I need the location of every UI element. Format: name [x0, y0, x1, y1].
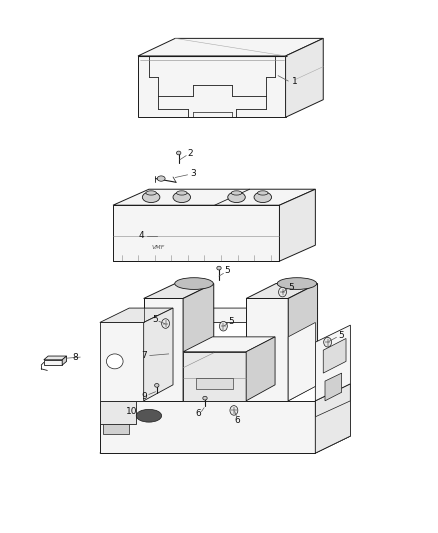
- Polygon shape: [144, 284, 214, 298]
- Polygon shape: [315, 401, 350, 453]
- Polygon shape: [62, 356, 67, 365]
- Text: 9: 9: [141, 392, 148, 401]
- Circle shape: [279, 287, 286, 297]
- Polygon shape: [144, 298, 183, 401]
- Polygon shape: [183, 284, 214, 401]
- Ellipse shape: [175, 278, 213, 289]
- Text: 4: 4: [138, 231, 144, 240]
- Polygon shape: [113, 205, 279, 261]
- Ellipse shape: [231, 191, 242, 195]
- Circle shape: [162, 319, 170, 328]
- Text: 5: 5: [152, 316, 159, 324]
- Text: 7: 7: [141, 351, 148, 360]
- Polygon shape: [246, 298, 288, 401]
- Text: 3: 3: [190, 169, 196, 177]
- Ellipse shape: [258, 191, 268, 195]
- Polygon shape: [44, 356, 67, 360]
- Ellipse shape: [142, 192, 160, 203]
- Polygon shape: [100, 322, 144, 401]
- Polygon shape: [138, 38, 323, 56]
- Circle shape: [324, 337, 332, 347]
- Text: 5: 5: [228, 317, 234, 326]
- Polygon shape: [183, 337, 275, 352]
- Circle shape: [230, 406, 238, 415]
- Text: 5: 5: [338, 332, 344, 340]
- Circle shape: [219, 321, 227, 331]
- Ellipse shape: [177, 191, 187, 195]
- Polygon shape: [325, 373, 342, 401]
- Ellipse shape: [254, 192, 272, 203]
- Polygon shape: [288, 322, 315, 401]
- Polygon shape: [323, 338, 346, 373]
- Polygon shape: [103, 424, 129, 434]
- Ellipse shape: [228, 192, 245, 203]
- Ellipse shape: [146, 191, 156, 195]
- Ellipse shape: [136, 409, 162, 422]
- Ellipse shape: [277, 278, 317, 289]
- Text: 5: 5: [288, 284, 294, 292]
- Text: 5: 5: [224, 266, 230, 275]
- Polygon shape: [246, 284, 318, 298]
- Polygon shape: [44, 360, 62, 365]
- Polygon shape: [315, 384, 350, 453]
- Ellipse shape: [106, 354, 123, 369]
- Polygon shape: [113, 189, 315, 205]
- Text: 6: 6: [195, 409, 201, 418]
- Ellipse shape: [217, 266, 221, 270]
- Polygon shape: [100, 436, 350, 453]
- Polygon shape: [183, 352, 246, 401]
- Polygon shape: [286, 38, 323, 117]
- Ellipse shape: [173, 192, 191, 203]
- Text: 10: 10: [126, 407, 137, 416]
- Ellipse shape: [155, 384, 159, 387]
- Ellipse shape: [157, 176, 165, 181]
- Text: VMF: VMF: [151, 245, 164, 251]
- Polygon shape: [315, 325, 350, 401]
- Ellipse shape: [177, 151, 181, 155]
- Text: 6: 6: [234, 416, 240, 424]
- Polygon shape: [100, 308, 173, 322]
- Ellipse shape: [203, 397, 207, 400]
- Polygon shape: [138, 56, 286, 117]
- Polygon shape: [246, 337, 275, 401]
- Text: 8: 8: [72, 353, 78, 361]
- Polygon shape: [144, 308, 318, 322]
- Polygon shape: [196, 378, 233, 389]
- Text: 1: 1: [291, 77, 297, 85]
- Polygon shape: [100, 401, 315, 453]
- Text: 2: 2: [188, 149, 193, 158]
- Polygon shape: [144, 308, 173, 401]
- Polygon shape: [100, 401, 136, 424]
- Polygon shape: [288, 284, 318, 401]
- Polygon shape: [279, 189, 315, 261]
